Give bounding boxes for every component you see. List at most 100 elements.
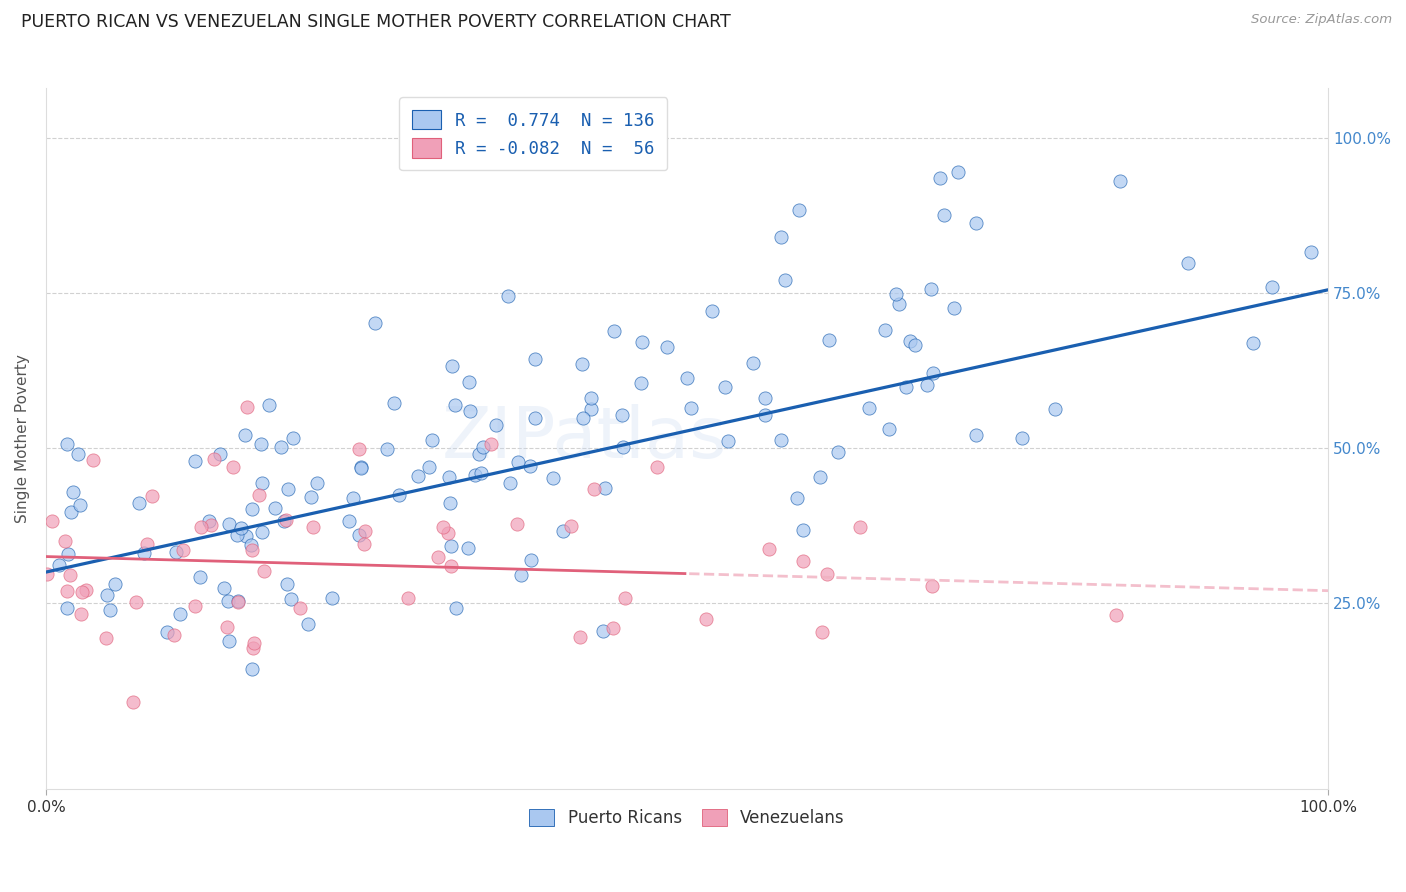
- Point: [62, 484, 84, 499]
- Point: [240, 542, 263, 557]
- Point: [337, 514, 360, 528]
- Point: [792, 553, 814, 567]
- Y-axis label: Single Mother Poverty: Single Mother Poverty: [15, 354, 30, 523]
- Point: [655, 340, 678, 354]
- Point: [56, 584, 79, 599]
- Point: [593, 482, 616, 496]
- Point: [75, 582, 97, 597]
- Point: [252, 564, 274, 578]
- Point: [418, 459, 440, 474]
- Point: [920, 282, 942, 296]
- Point: [904, 338, 927, 352]
- Point: [543, 471, 565, 485]
- Point: [458, 403, 481, 417]
- Point: [347, 442, 370, 457]
- Point: [48, 558, 70, 573]
- Point: [301, 520, 323, 534]
- Point: [506, 517, 529, 532]
- Point: [921, 579, 943, 593]
- Point: [921, 366, 943, 380]
- Point: [630, 376, 652, 390]
- Point: [342, 491, 364, 505]
- Point: [426, 550, 449, 565]
- Point: [815, 566, 838, 581]
- Point: [1011, 431, 1033, 445]
- Point: [787, 203, 810, 218]
- Point: [420, 433, 443, 447]
- Point: [884, 287, 907, 301]
- Point: [82, 453, 104, 467]
- Point: [440, 359, 463, 374]
- Point: [437, 525, 460, 540]
- Point: [468, 447, 491, 461]
- Point: [243, 636, 266, 650]
- Point: [382, 396, 405, 410]
- Point: [283, 431, 305, 445]
- Point: [464, 468, 486, 483]
- Point: [647, 460, 669, 475]
- Point: [499, 476, 522, 491]
- Point: [965, 428, 987, 442]
- Point: [769, 433, 792, 447]
- Point: [457, 541, 479, 555]
- Point: [444, 398, 467, 412]
- Point: [242, 640, 264, 655]
- Point: [349, 528, 371, 542]
- Point: [218, 634, 240, 648]
- Point: [273, 515, 295, 529]
- Point: [70, 607, 93, 622]
- Point: [69, 498, 91, 512]
- Point: [165, 545, 187, 559]
- Point: [406, 469, 429, 483]
- Point: [190, 520, 212, 534]
- Point: [1105, 608, 1128, 623]
- Point: [297, 617, 319, 632]
- Point: [250, 475, 273, 490]
- Point: [98, 603, 121, 617]
- Point: [59, 567, 82, 582]
- Point: [35, 566, 58, 581]
- Point: [792, 523, 814, 537]
- Point: [849, 520, 872, 534]
- Point: [233, 427, 256, 442]
- Point: [276, 513, 298, 527]
- Point: [877, 421, 900, 435]
- Point: [1177, 256, 1199, 270]
- Point: [156, 625, 179, 640]
- Point: [218, 516, 240, 531]
- Point: [579, 391, 602, 405]
- Point: [553, 524, 575, 538]
- Point: [135, 536, 157, 550]
- Point: [631, 335, 654, 350]
- Point: [141, 489, 163, 503]
- Point: [172, 542, 194, 557]
- Point: [612, 440, 634, 454]
- Point: [817, 333, 839, 347]
- Point: [929, 170, 952, 185]
- Point: [571, 358, 593, 372]
- Point: [307, 475, 329, 490]
- Point: [247, 487, 270, 501]
- Point: [264, 501, 287, 516]
- Point: [276, 576, 298, 591]
- Point: [375, 442, 398, 456]
- Point: [184, 454, 207, 468]
- Point: [94, 631, 117, 645]
- Text: Source: ZipAtlas.com: Source: ZipAtlas.com: [1251, 13, 1392, 27]
- Point: [602, 324, 624, 338]
- Legend: Puerto Ricans, Venezuelans: Puerto Ricans, Venezuelans: [523, 802, 852, 833]
- Point: [432, 520, 454, 534]
- Point: [53, 533, 76, 548]
- Point: [353, 537, 375, 551]
- Point: [898, 334, 921, 349]
- Point: [942, 301, 965, 316]
- Point: [259, 398, 281, 412]
- Point: [439, 496, 461, 510]
- Point: [1045, 401, 1067, 416]
- Point: [887, 297, 910, 311]
- Point: [519, 459, 541, 474]
- Point: [444, 601, 467, 615]
- Point: [202, 451, 225, 466]
- Text: PUERTO RICAN VS VENEZUELAN SINGLE MOTHER POVERTY CORRELATION CHART: PUERTO RICAN VS VENEZUELAN SINGLE MOTHER…: [21, 13, 731, 31]
- Point: [509, 568, 531, 582]
